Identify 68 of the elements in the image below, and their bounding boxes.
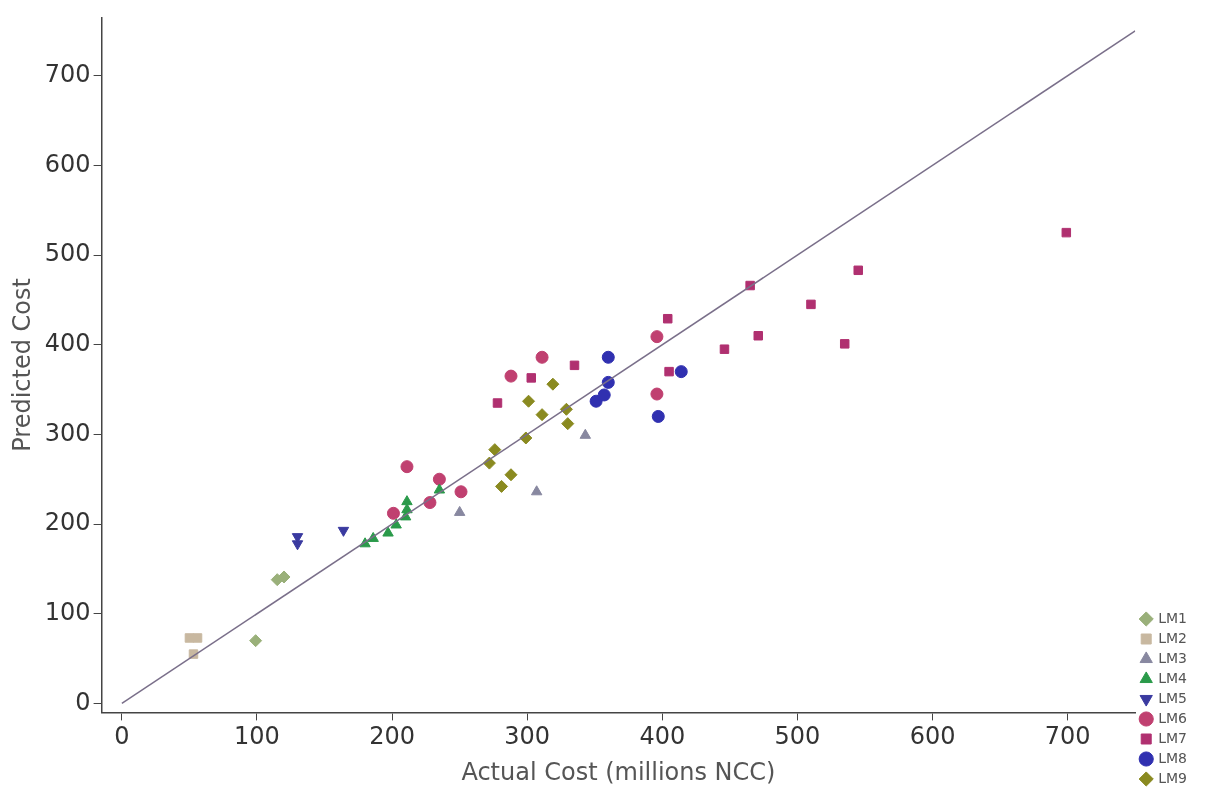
point — [454, 485, 468, 499]
point — [597, 388, 611, 402]
y-tick-label: 300 — [44, 418, 91, 447]
point — [1061, 227, 1072, 238]
point — [488, 443, 502, 457]
point — [662, 313, 673, 324]
point — [492, 398, 503, 408]
legend-label: LM1 — [1158, 609, 1188, 626]
x-tick-label: 700 — [1044, 722, 1091, 751]
x-tick-label: 300 — [504, 722, 551, 751]
point — [650, 330, 664, 344]
point — [337, 526, 350, 537]
point — [546, 377, 560, 391]
point — [453, 505, 466, 516]
point — [495, 479, 509, 493]
x-tick-label: 500 — [774, 722, 821, 751]
y-axis-title: Predicted Cost — [7, 278, 36, 452]
legend-label: LM8 — [1158, 749, 1188, 766]
point — [839, 339, 850, 349]
y-tick-label: 200 — [44, 508, 91, 537]
point — [601, 350, 615, 364]
x-tick-label: 400 — [639, 722, 686, 751]
x-tick-label: 100 — [234, 722, 280, 751]
point — [526, 373, 537, 383]
legend-label: LM7 — [1158, 729, 1188, 746]
point — [853, 265, 863, 276]
point — [589, 394, 603, 408]
y-tick-label: 0 — [75, 687, 91, 716]
y-tick-label: 500 — [44, 239, 91, 268]
point — [386, 506, 400, 520]
x-tick-label: 600 — [909, 722, 956, 751]
legend-label: LM2 — [1158, 629, 1188, 646]
point — [277, 570, 291, 584]
point — [382, 526, 394, 537]
point — [719, 344, 730, 354]
point — [504, 468, 518, 482]
point — [753, 331, 763, 341]
y-tick-label: 100 — [44, 597, 91, 626]
x-tick-label: 200 — [369, 722, 416, 751]
x-tick-label: 0 — [114, 722, 130, 751]
point — [184, 633, 195, 643]
point — [650, 387, 664, 401]
point — [651, 409, 665, 423]
point — [579, 428, 592, 439]
point — [674, 365, 688, 379]
point — [401, 495, 413, 506]
point — [561, 417, 575, 431]
y-tick-label: 400 — [44, 328, 91, 357]
point — [400, 460, 414, 474]
y-tick-label: 600 — [44, 149, 91, 178]
point — [522, 394, 536, 408]
legend-label: LM5 — [1158, 689, 1188, 706]
y-tick-label: 700 — [44, 59, 91, 88]
point — [664, 366, 674, 377]
point — [192, 633, 203, 643]
legend-label: LM9 — [1158, 769, 1188, 786]
point — [806, 299, 816, 310]
x-axis-title: Actual Cost (millions NCC) — [461, 757, 776, 786]
point — [569, 360, 580, 371]
legend-label: LM6 — [1158, 709, 1188, 726]
point — [535, 350, 549, 364]
legend-label: LM3 — [1158, 649, 1188, 666]
point — [530, 485, 543, 496]
point — [432, 472, 446, 486]
point — [535, 408, 549, 422]
point — [504, 369, 518, 383]
legend-label: LM4 — [1158, 669, 1188, 686]
point — [249, 634, 263, 648]
